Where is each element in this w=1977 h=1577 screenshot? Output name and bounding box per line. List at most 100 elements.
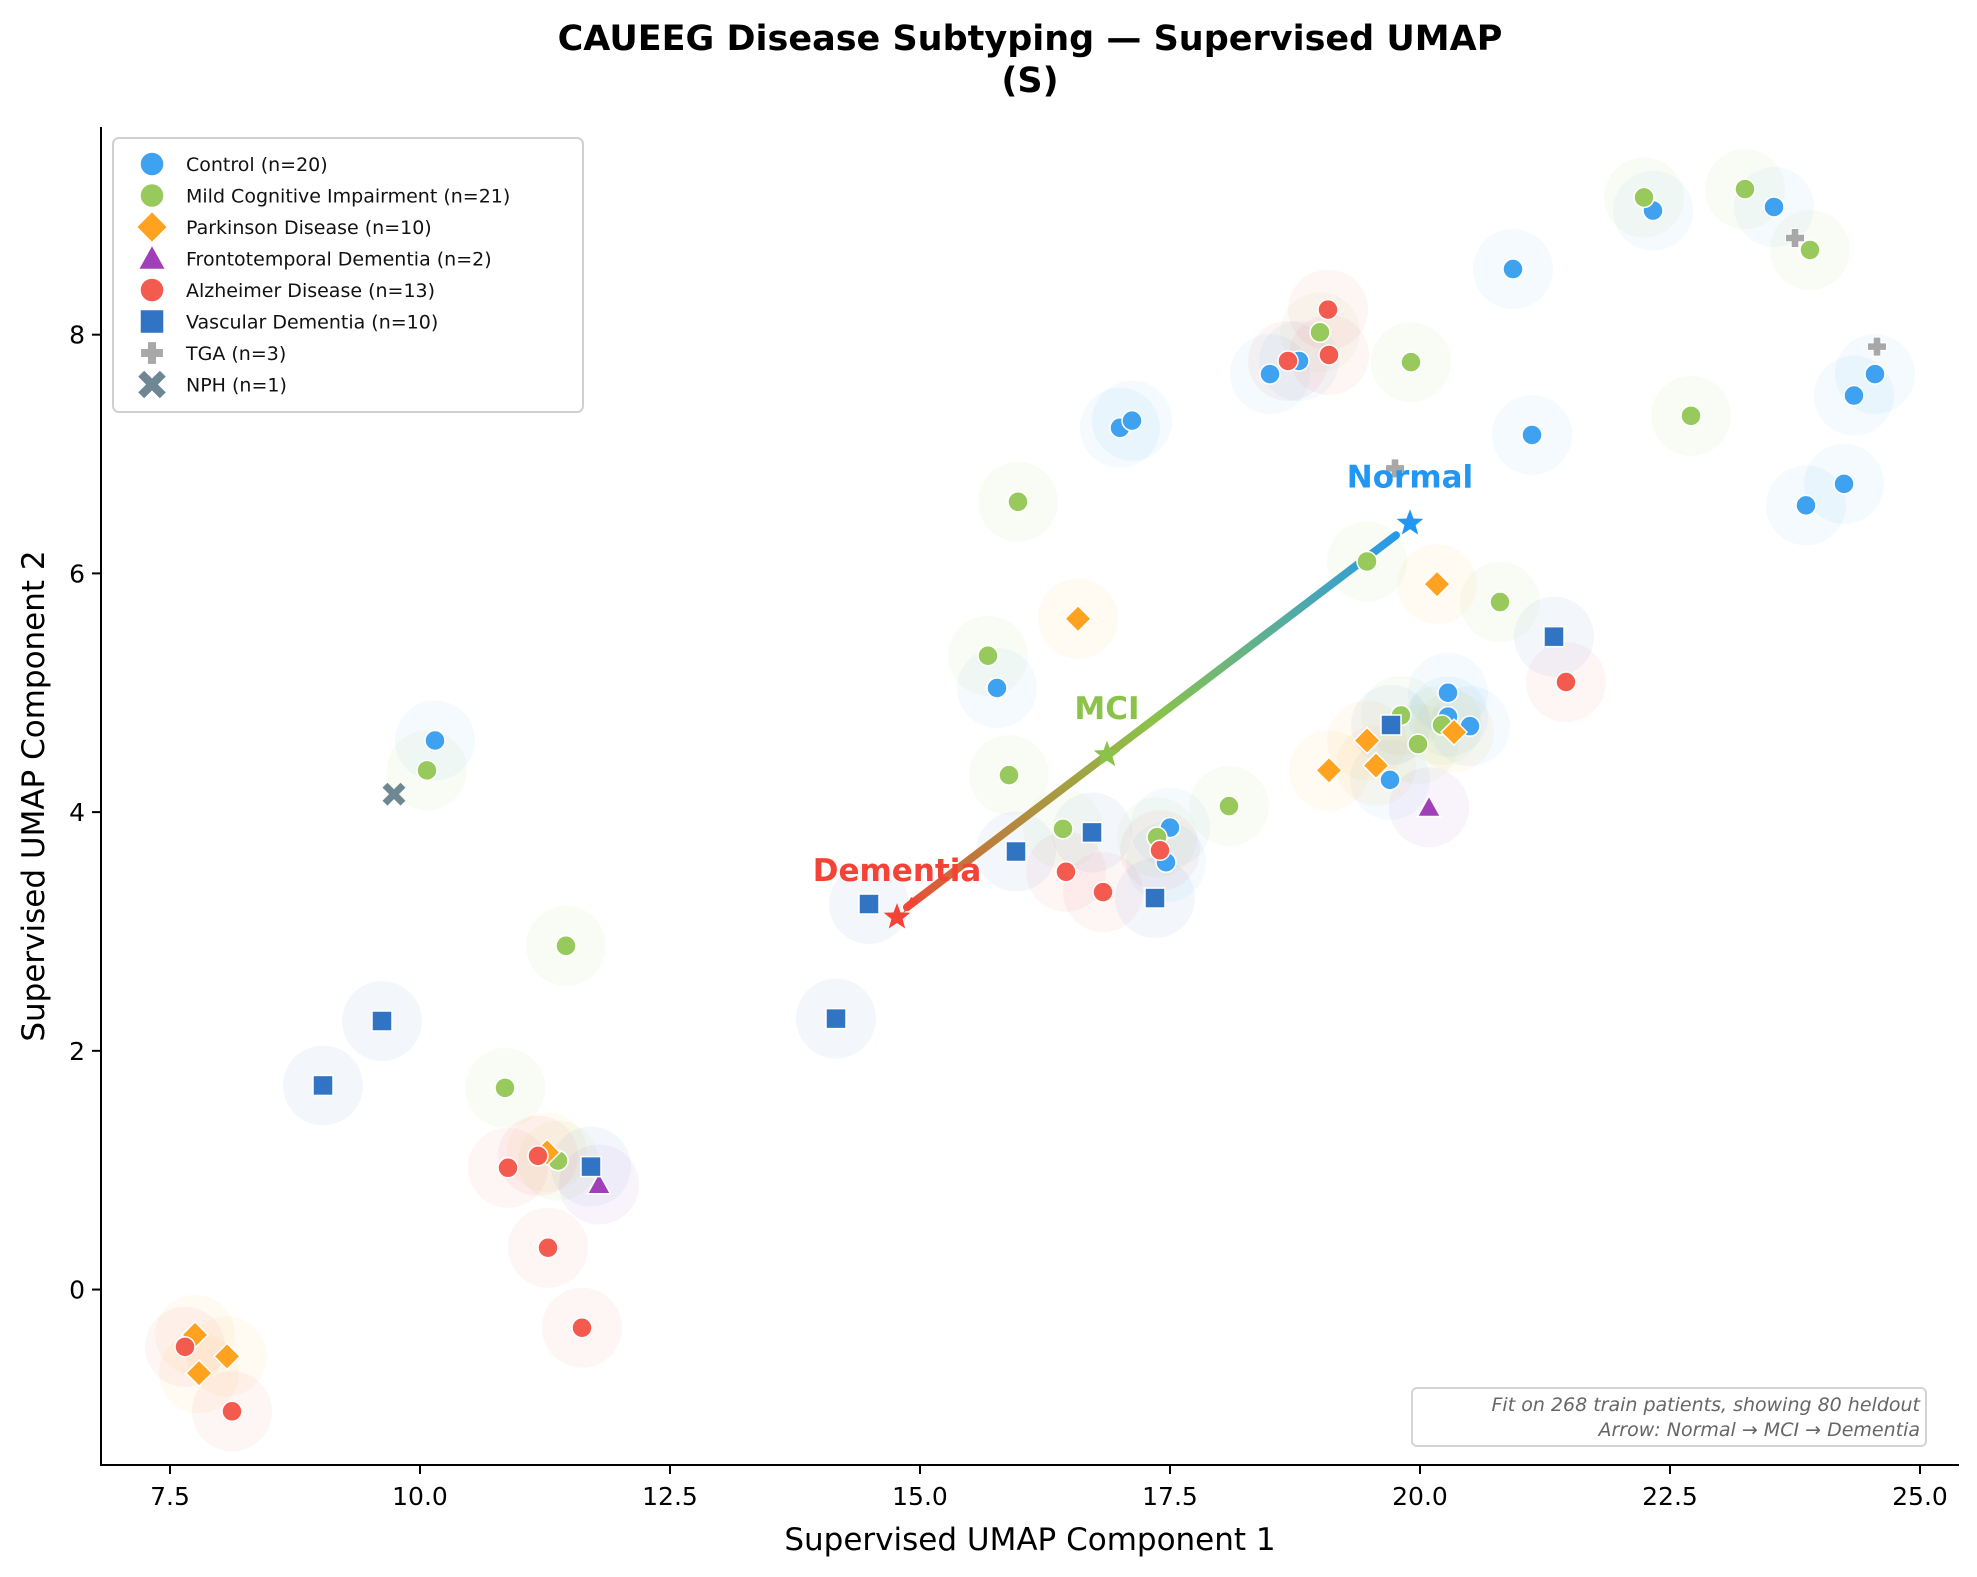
y-axis-label: Supervised UMAP Component 2 [16,550,52,1041]
centroid-label-mci: MCI [1074,691,1139,727]
data-point [1277,350,1299,372]
legend-item-parkinson-disease: Parkinson Disease (n=10) [135,210,432,244]
centroid-star-mci [1093,740,1121,767]
data-point [1680,405,1702,427]
arrow-head [903,897,919,914]
legend-marker [139,308,165,335]
y-tick-label: 4 [69,798,85,827]
series-mild-cognitive-impairment [416,178,1821,1172]
info-line-2: Arrow: Normal → MCI → Dementia [1597,1419,1921,1441]
legend-marker [135,210,169,244]
data-point [1309,321,1331,344]
x-ticks: 7.5 10.0 12.5 15.0 17.5 20.0 22.5 25.0 [150,1465,1948,1511]
legend-item-mild-cognitive-impairment: Mild Cognitive Impairment (n=21) [139,182,510,209]
legend-marker [139,151,165,177]
data-point [1259,363,1281,385]
legend-item-alzheimer-disease: Alzheimer Disease (n=13) [139,277,435,303]
legend-label: Parkinson Disease (n=10) [186,217,432,239]
info-box [1411,1387,1927,1447]
data-point [1763,196,1785,218]
data-point [1318,344,1340,366]
data-point [1734,178,1756,200]
legend-label: TGA (n=3) [185,343,286,365]
data-point [1007,491,1029,513]
info-annotation: Fit on 268 train patients, showing 80 he… [1411,1387,1927,1447]
data-point [527,1145,549,1167]
data-point [1218,795,1240,817]
y-tick-label: 0 [69,1276,85,1305]
data-point [825,1007,847,1030]
x-axis-label: Supervised UMAP Component 1 [784,1522,1275,1558]
data-point [382,782,406,806]
legend-label: Vascular Dementia (n=10) [186,312,438,334]
x-tick-label: 20.0 [1392,1482,1448,1511]
legend-item-control: Control (n=20) [139,151,328,177]
data-point [424,729,446,752]
legend-label: NPH (n=1) [186,375,287,397]
data-point [1502,258,1524,280]
data-point [1867,336,1887,357]
legend-marker [139,277,165,303]
data-point [1063,604,1093,633]
legend-box [112,137,584,413]
data-point [858,893,880,915]
data-point [1795,494,1817,517]
data-point [998,764,1020,786]
data-point [571,1316,593,1339]
data-point [416,759,438,782]
data-point [537,1237,559,1259]
data-point [1843,384,1865,407]
y-ticks: 0 2 4 6 8 [69,321,101,1305]
legend-item-tga: TGA (n=3) [140,341,286,365]
y-tick-label: 6 [69,559,85,588]
centroid-layer: Normal MCI Dementia [813,459,1473,929]
data-point [174,1336,196,1358]
data-point [1864,363,1886,385]
data-point [1380,714,1402,736]
data-point [1422,570,1452,599]
data-point [1799,239,1821,261]
data-point [1121,409,1143,432]
legend-item-nph: NPH (n=1) [138,370,287,399]
x-tick-label: 15.0 [892,1482,948,1511]
data-point [1352,726,1382,755]
legend-marker [139,182,165,209]
data-point [1314,756,1344,785]
trajectory-arrow [903,531,1400,914]
x-tick-label: 10.0 [392,1482,448,1511]
centroid-label-dementia: Dementia [813,853,982,889]
data-point [1543,625,1565,648]
chart-title: CAUEEG Disease Subtyping — Supervised UM… [558,19,1503,59]
x-tick-label: 25.0 [1892,1482,1948,1511]
series-frontotemporal-dementia [586,794,1442,1195]
y-tick-label: 8 [69,321,85,350]
legend-marker [140,341,164,365]
x-tick-label: 12.5 [642,1482,698,1511]
data-point [1489,591,1511,613]
data-point [555,935,577,957]
data-point [1785,228,1805,249]
data-point [1361,751,1391,780]
legend: Control (n=20) Mild Cognitive Impairment … [112,137,584,413]
data-point [221,1400,243,1423]
data-point [1081,821,1103,844]
data-point [580,1155,602,1178]
data-point [184,1359,214,1388]
info-line-1: Fit on 268 train patients, showing 80 he… [1492,1394,1922,1416]
x-tick-label: 17.5 [1142,1482,1198,1511]
data-point [1833,473,1855,495]
data-point [1385,458,1405,479]
series-tga [1385,228,1887,479]
series-parkinson-disease [180,570,1469,1388]
legend-label: Alzheimer Disease (n=13) [186,280,435,302]
series-alzheimer-disease [174,298,1577,1423]
data-point [1144,887,1166,909]
data-point [1055,861,1077,883]
data-point [1521,424,1543,446]
data-point [977,645,999,667]
legend-marker [138,370,166,399]
legend-item-vascular-dementia: Vascular Dementia (n=10) [139,308,438,335]
data-point [1416,794,1442,818]
data-point [212,1342,242,1371]
data-point [1005,840,1027,863]
